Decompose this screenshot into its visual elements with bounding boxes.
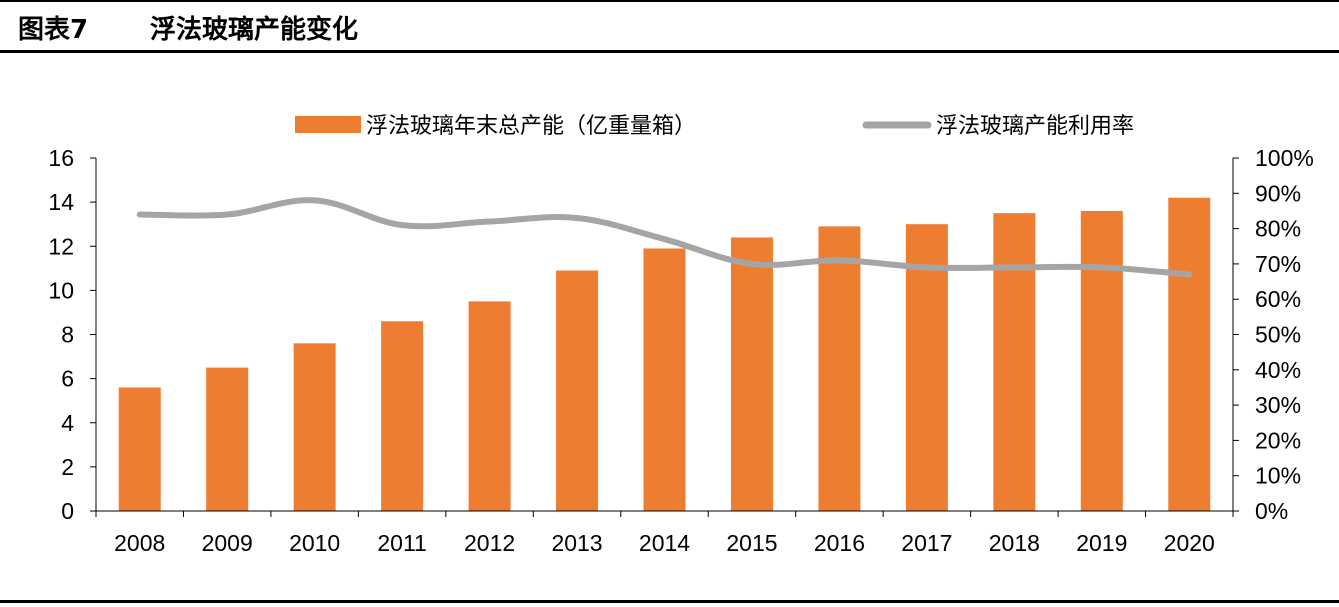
right-tick-label: 40% [1255,357,1301,383]
bar [468,301,511,511]
right-tick-label: 50% [1255,322,1301,348]
right-tick-label: 90% [1255,180,1301,206]
bar [206,367,249,511]
bar [381,321,424,511]
x-tick-label: 2013 [551,530,602,556]
x-tick-label: 2014 [639,530,690,556]
legend-line-label: 浮法玻璃产能利用率 [936,114,1134,139]
left-tick-label: 14 [48,189,74,215]
top-rule [0,0,1339,2]
utilization-line [136,197,1193,278]
x-tick-label: 2020 [1164,530,1215,556]
figure-label: 图表7 [18,15,89,45]
x-tick-label: 2019 [1076,530,1127,556]
bar [1168,197,1211,511]
right-tick-label: 10% [1255,463,1301,489]
bar [730,237,773,512]
x-tick-label: 2018 [989,530,1040,556]
x-tick-label: 2009 [202,530,253,556]
bar [993,213,1036,511]
x-tick-label: 2017 [901,530,952,556]
figure-header: 图表7 浮法玻璃产能变化 [0,12,1339,48]
x-tick-label: 2011 [377,530,426,556]
legend: 浮法玻璃年末总产能（亿重量箱） 浮法玻璃产能利用率 [295,114,1134,139]
legend-bar-label: 浮法玻璃年末总产能（亿重量箱） [366,114,696,139]
x-tick-label: 2008 [114,530,165,556]
x-tick-label: 2016 [814,530,865,556]
bar [293,343,336,511]
x-tick-label: 2012 [464,530,515,556]
left-tick-label: 10 [48,277,74,303]
left-tick-label: 4 [61,410,74,436]
legend-bar-swatch [295,116,361,133]
x-tick-label: 2015 [726,530,777,556]
left-tick-label: 8 [61,322,74,348]
left-tick-label: 16 [48,145,74,171]
bar [556,270,599,511]
x-tick-label: 2010 [289,530,340,556]
bar-series [118,197,1211,512]
right-tick-label: 60% [1255,286,1301,312]
bar [1080,210,1123,511]
left-tick-label: 2 [61,454,74,480]
right-tick-label: 0% [1255,498,1288,524]
right-tick-label: 20% [1255,427,1301,453]
right-tick-label: 70% [1255,251,1301,277]
bar [818,226,861,512]
left-tick-label: 0 [61,498,74,524]
right-tick-label: 80% [1255,216,1301,242]
header-rule [0,50,1339,53]
left-tick-label: 12 [48,233,74,259]
right-tick-label: 100% [1255,145,1314,171]
right-tick-label: 30% [1255,392,1301,418]
left-tick-label: 6 [61,366,74,392]
figure-title: 浮法玻璃产能变化 [150,15,359,45]
bar [643,248,686,512]
bar [905,224,948,511]
bottom-rule [0,600,1339,603]
bar [118,387,161,511]
